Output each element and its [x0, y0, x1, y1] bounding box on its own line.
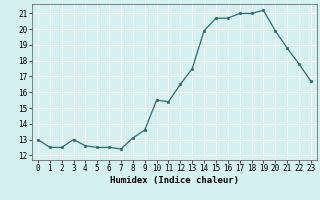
X-axis label: Humidex (Indice chaleur): Humidex (Indice chaleur) [110, 176, 239, 185]
